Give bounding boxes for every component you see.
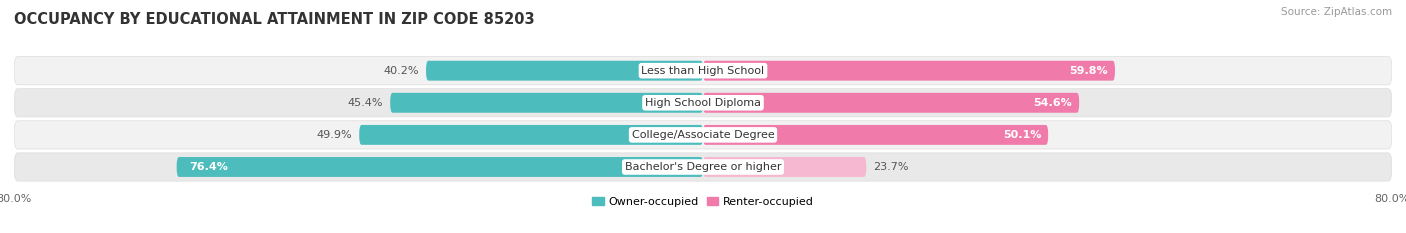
- FancyBboxPatch shape: [703, 157, 866, 177]
- Text: College/Associate Degree: College/Associate Degree: [631, 130, 775, 140]
- FancyBboxPatch shape: [703, 93, 1080, 113]
- Text: 76.4%: 76.4%: [190, 162, 228, 172]
- Legend: Owner-occupied, Renter-occupied: Owner-occupied, Renter-occupied: [588, 192, 818, 212]
- FancyBboxPatch shape: [359, 125, 703, 145]
- FancyBboxPatch shape: [426, 61, 703, 81]
- FancyBboxPatch shape: [14, 57, 1392, 85]
- FancyBboxPatch shape: [14, 153, 1392, 181]
- FancyBboxPatch shape: [703, 125, 1047, 145]
- FancyBboxPatch shape: [703, 61, 1115, 81]
- FancyBboxPatch shape: [14, 121, 1392, 149]
- Text: 54.6%: 54.6%: [1033, 98, 1073, 108]
- Text: 59.8%: 59.8%: [1070, 66, 1108, 76]
- Text: Bachelor's Degree or higher: Bachelor's Degree or higher: [624, 162, 782, 172]
- FancyBboxPatch shape: [391, 93, 703, 113]
- Text: 23.7%: 23.7%: [873, 162, 908, 172]
- FancyBboxPatch shape: [177, 157, 703, 177]
- Text: 50.1%: 50.1%: [1002, 130, 1042, 140]
- Text: 40.2%: 40.2%: [384, 66, 419, 76]
- Text: Less than High School: Less than High School: [641, 66, 765, 76]
- Text: OCCUPANCY BY EDUCATIONAL ATTAINMENT IN ZIP CODE 85203: OCCUPANCY BY EDUCATIONAL ATTAINMENT IN Z…: [14, 12, 534, 27]
- FancyBboxPatch shape: [14, 89, 1392, 117]
- Text: 49.9%: 49.9%: [316, 130, 353, 140]
- Text: High School Diploma: High School Diploma: [645, 98, 761, 108]
- Text: 45.4%: 45.4%: [347, 98, 384, 108]
- Text: Source: ZipAtlas.com: Source: ZipAtlas.com: [1281, 7, 1392, 17]
